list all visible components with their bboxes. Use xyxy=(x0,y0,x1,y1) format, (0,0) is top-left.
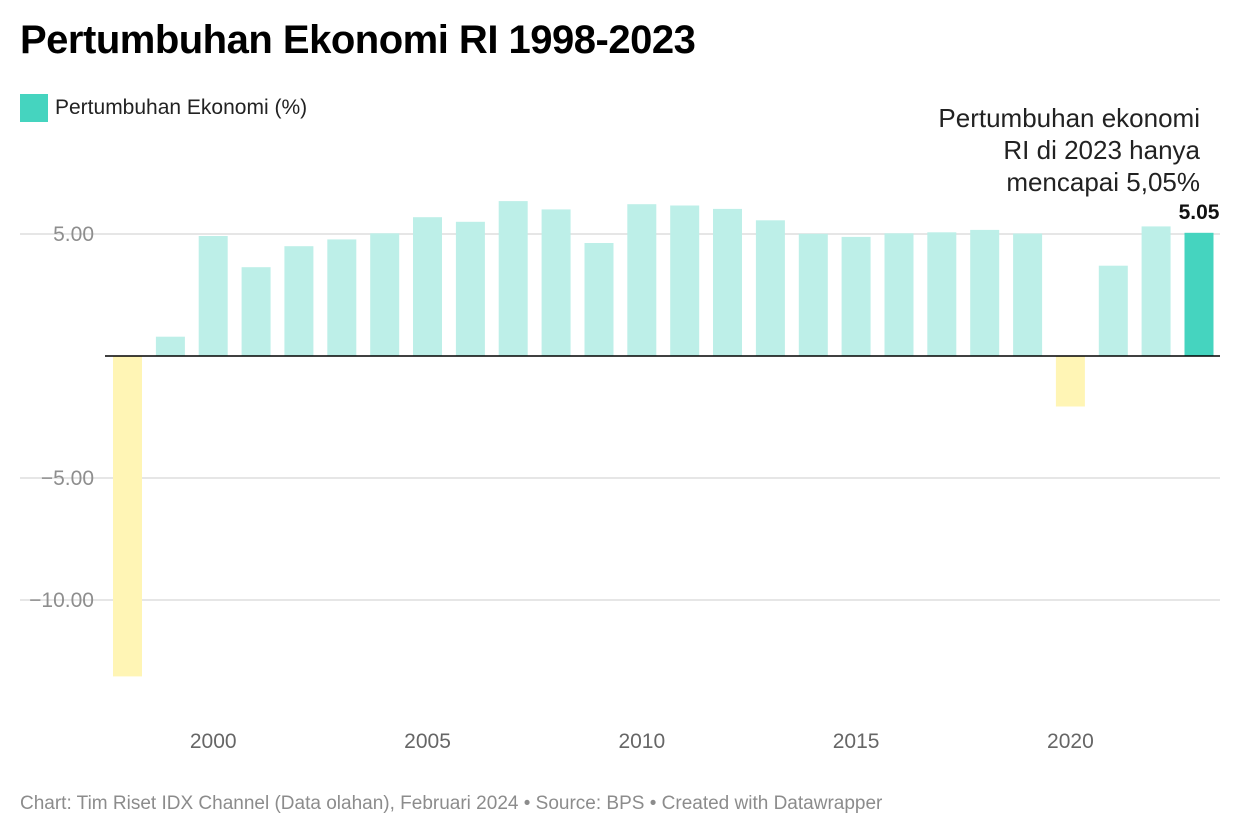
bar-2015 xyxy=(841,236,871,356)
legend-swatch xyxy=(20,94,48,122)
bar-1999 xyxy=(155,336,185,356)
bar-2013 xyxy=(755,220,785,356)
x-tick-label: 2015 xyxy=(833,730,880,753)
bar-2020 xyxy=(1055,356,1085,407)
bar-2022 xyxy=(1141,226,1171,356)
highlight-value-label: 5.05 xyxy=(1179,201,1220,224)
bar-2002 xyxy=(284,246,314,356)
axis-layer: 5.00 −5.00 −10.00 2000 2005 2010 2015 2020 5.05 xyxy=(29,201,1220,753)
x-tick-label: 2005 xyxy=(404,730,451,753)
bar-2021 xyxy=(1098,265,1128,356)
legend: Pertumbuhan Ekonomi (%) xyxy=(20,94,307,122)
bar-2008 xyxy=(541,209,571,356)
chart-footer: Chart: Tim Riset IDX Channel (Data olaha… xyxy=(20,793,883,814)
bar-1998 xyxy=(113,356,142,677)
x-tick-label: 2010 xyxy=(618,730,665,753)
bar-2004 xyxy=(370,233,400,356)
bar-2003 xyxy=(327,239,357,356)
bar-2006 xyxy=(455,221,485,356)
bar-2018 xyxy=(970,229,1000,356)
y-tick-label: 5.00 xyxy=(53,223,94,246)
x-tick-label: 2020 xyxy=(1047,730,1094,753)
bar-2017 xyxy=(927,232,957,356)
x-tick-label: 2000 xyxy=(190,730,237,753)
bar-2023 xyxy=(1184,232,1214,356)
highlight-annotation: Pertumbuhan ekonomi RI di 2023 hanya men… xyxy=(938,103,1200,197)
bar-2012 xyxy=(713,208,742,356)
bar-2005 xyxy=(413,217,442,356)
y-tick-label: −10.00 xyxy=(29,589,94,612)
bar-layer xyxy=(113,201,1214,677)
y-tick-label: −5.00 xyxy=(41,467,94,490)
chart-title: Pertumbuhan Ekonomi RI 1998-2023 xyxy=(20,18,696,62)
bar-2010 xyxy=(627,204,657,356)
bar-2016 xyxy=(884,233,914,356)
bar-2011 xyxy=(670,205,700,356)
bar-2001 xyxy=(241,267,271,356)
bar-2007 xyxy=(498,201,528,356)
bar-2014 xyxy=(798,233,828,356)
bar-2000 xyxy=(198,236,228,356)
legend-label: Pertumbuhan Ekonomi (%) xyxy=(55,96,308,119)
bar-2009 xyxy=(584,243,614,356)
bar-2019 xyxy=(1013,233,1043,356)
